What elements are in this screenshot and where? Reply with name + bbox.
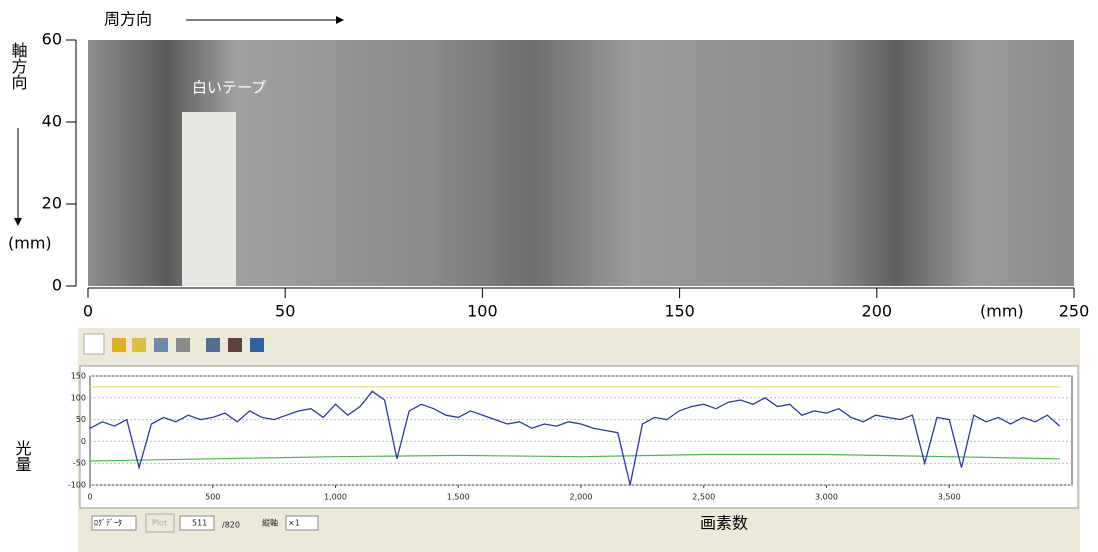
x-tick-label: 100 [467,302,498,321]
x-tick-label: 3,500 [938,493,961,502]
y-tick-label: 100 [71,393,86,402]
y-tick-label: 40 [42,112,62,131]
x-tick-label: 0 [83,302,93,321]
button[interactable] [145,513,175,533]
annotation: 白いテープ [192,79,266,97]
y-tick-label: 60 [42,30,62,49]
series-line [89,453,1060,462]
y-tick-label: 0 [52,276,62,295]
x-tick-label: 0 [87,493,92,502]
dropdown-value: ﾛｸﾞﾃﾞｰﾀ [94,519,122,528]
dropdown[interactable] [91,515,137,531]
scale-label: 縦軸 [262,518,278,528]
x-tick-label: 50 [275,302,295,321]
x-tick-label: 2,000 [570,493,593,502]
toolbar-icon[interactable] [250,338,264,352]
chart-frame [79,365,1079,509]
x-direction-label: 周方向 [104,10,152,29]
y-tick-label: 150 [71,372,86,381]
x-tick-label: 1,500 [447,493,470,502]
toolbar-button[interactable] [83,333,105,355]
dropdown[interactable] [285,515,319,531]
series-line [89,390,1061,486]
y-tick-label: -100 [68,481,86,490]
y-axis-label: 軸方向 [9,42,28,90]
x-tick-label: 3,000 [815,493,838,502]
total-value: /820 [222,521,240,530]
white-tape [182,112,236,286]
x-tick-label: 2,500 [692,493,715,502]
x-tick-label: 150 [664,302,695,321]
x-tick-label: 500 [205,493,220,502]
toolbar-icon[interactable] [228,338,242,352]
y-tick-label: 50 [76,415,86,424]
spin-box[interactable] [179,515,215,531]
toolbar-icon[interactable] [112,338,126,352]
x-axis-label: 画素数 [700,514,748,533]
x-tick-label: 200 [862,302,893,321]
y-unit-label: (mm) [8,234,52,253]
toolbar-icon[interactable] [206,338,220,352]
button-label: Plot [152,519,167,528]
position-value: 511 [192,519,207,528]
surface-photo [88,40,1074,286]
x-unit-label: (mm) [980,302,1024,321]
toolbar-icon[interactable] [132,338,146,352]
y-tick-label: -50 [73,459,86,468]
x-tick-label: 1,000 [324,493,347,502]
x-tick-label: 250 [1059,302,1090,321]
arrow-head [336,16,344,24]
toolbar-icon[interactable] [154,338,168,352]
y-axis-label: 光量 [13,440,32,472]
y-tick-label: 20 [42,194,62,213]
arrow-head [14,218,22,226]
scale-value: ×1 [288,519,300,528]
y-tick-label: 0 [81,437,86,446]
toolbar-icon[interactable] [176,338,190,352]
